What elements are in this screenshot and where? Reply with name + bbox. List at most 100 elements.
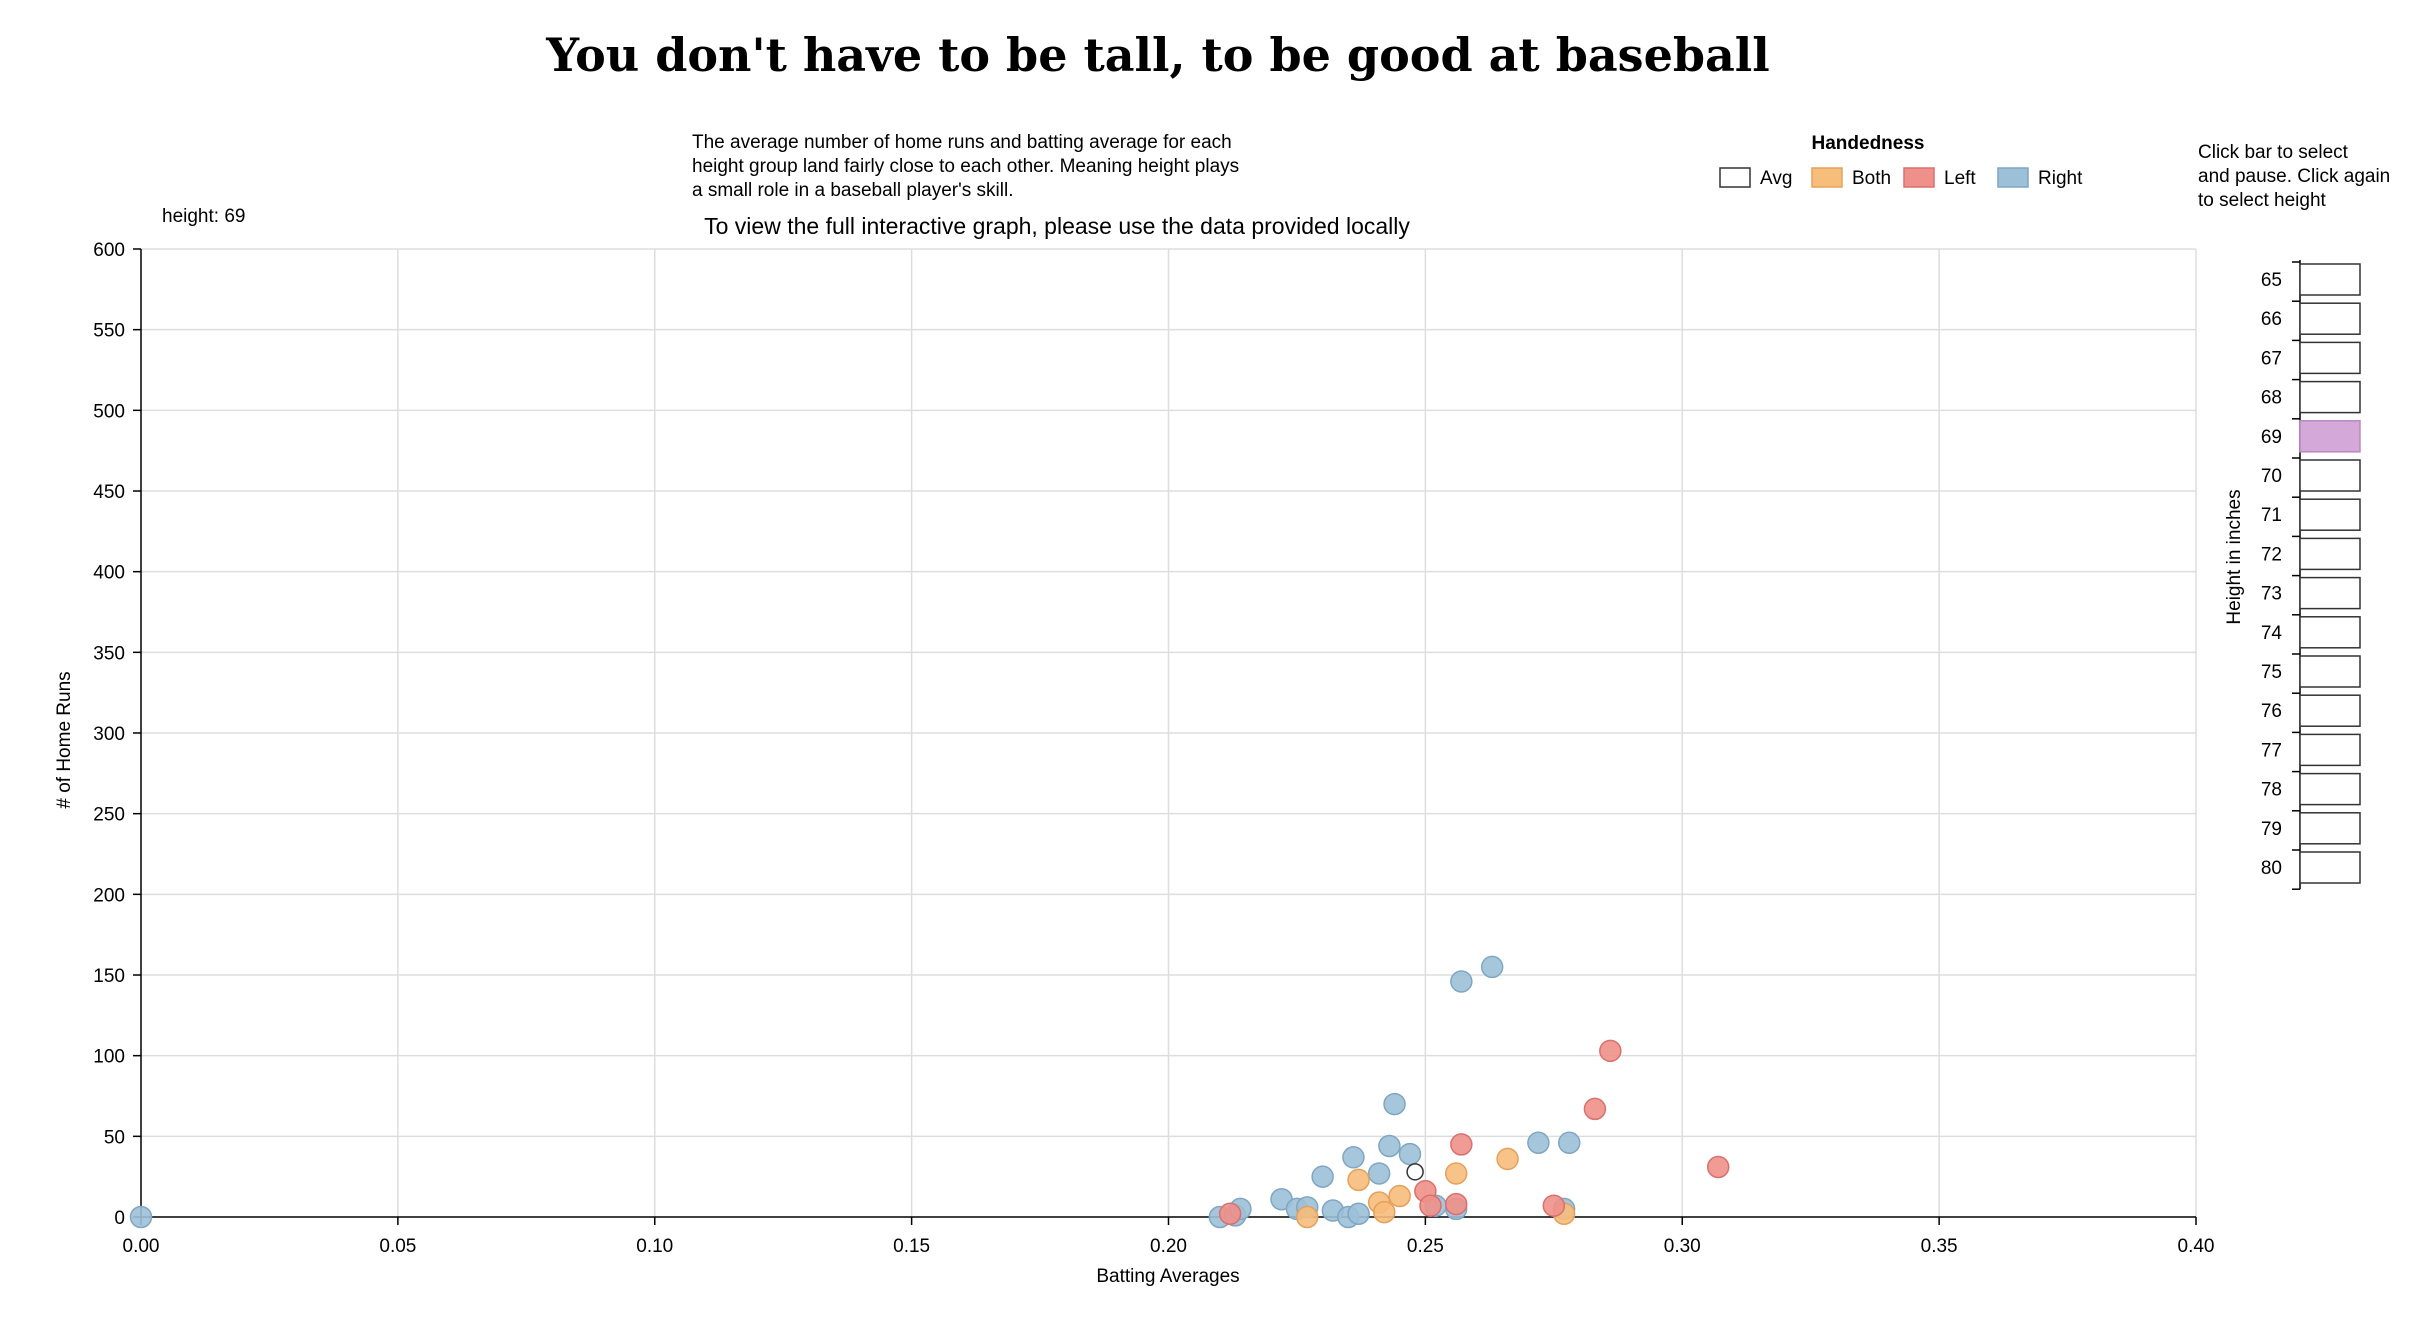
- point-both: [1347, 1168, 1370, 1192]
- height-bar-68[interactable]: [2299, 380, 2361, 414]
- y-tick-label: 400: [93, 563, 125, 584]
- point-right: [1367, 1162, 1391, 1185]
- height-label-74: 74: [2261, 623, 2283, 644]
- instructions-line-2: and pause. Click again: [2198, 166, 2390, 187]
- chart-description: The average number of home runs and batt…: [692, 132, 1239, 201]
- legend-swatch-avg: [1719, 167, 1751, 188]
- point-left: [1444, 1192, 1468, 1216]
- point-left: [1450, 1133, 1473, 1156]
- legend-label-avg: Avg: [1760, 168, 1792, 189]
- description-line-1: The average number of home runs and batt…: [692, 132, 1232, 153]
- y-axis: 0 50 100 150 200 250 300 350 400 450 500 550 600: [93, 240, 142, 1229]
- y-tick-label: 200: [93, 885, 125, 906]
- height-bar-65[interactable]: [2299, 263, 2361, 296]
- x-tick-label: 0.15: [893, 1236, 930, 1257]
- point-both: [1444, 1162, 1468, 1185]
- point-right: [129, 1205, 153, 1229]
- y-tick-label: 450: [93, 482, 125, 503]
- height-label-73: 73: [2261, 584, 2282, 605]
- point-right: [1480, 955, 1504, 979]
- legend-label-left: Left: [1944, 168, 1976, 189]
- height-bar-70[interactable]: [2299, 459, 2361, 492]
- y-tick-label: 300: [93, 724, 125, 745]
- x-axis: 0.00 0.05 0.10 0.15 0.20 0.25 0.30 0.35 0.40: [123, 1216, 2215, 1257]
- height-bar-78[interactable]: [2299, 772, 2361, 806]
- height-bar-76[interactable]: [2299, 694, 2361, 727]
- point-left: [1542, 1194, 1566, 1217]
- chart-title: You don't have to be tall, to be good at…: [546, 28, 1770, 82]
- height-bar-69[interactable]: [2299, 420, 2361, 453]
- height-label-70: 70: [2261, 466, 2282, 487]
- point-both: [1295, 1205, 1319, 1229]
- height-bar-74[interactable]: [2299, 616, 2361, 649]
- x-tick-label: 0.35: [1921, 1236, 1958, 1257]
- local-data-notice: To view the full interactive graph, plea…: [704, 213, 1410, 239]
- x-tick-label: 0.25: [1407, 1236, 1444, 1257]
- point-right: [1450, 970, 1473, 993]
- x-tick-label: 0.00: [123, 1236, 160, 1257]
- height-label-75: 75: [2261, 662, 2282, 683]
- description-line-3: a small role in a baseball player's skil…: [692, 180, 1014, 201]
- height-label-68: 68: [2261, 388, 2282, 409]
- x-tick-label: 0.20: [1150, 1236, 1187, 1257]
- y-tick-label: 500: [93, 401, 125, 422]
- height-bar-67[interactable]: [2299, 341, 2361, 375]
- height-bar-77[interactable]: [2299, 733, 2361, 767]
- height-label-79: 79: [2261, 819, 2282, 840]
- x-tick-label: 0.40: [2178, 1236, 2215, 1257]
- point-left: [1419, 1194, 1442, 1217]
- height-readout: height: 69: [162, 206, 245, 227]
- x-tick-label: 0.10: [636, 1236, 673, 1257]
- point-left: [1218, 1202, 1242, 1226]
- gridlines: [141, 248, 2197, 1217]
- scatter-points: [129, 955, 1730, 1229]
- height-label-66: 66: [2261, 309, 2282, 330]
- legend-swatch-both: [1811, 167, 1843, 188]
- height-bar-73[interactable]: [2299, 576, 2361, 610]
- point-right: [1383, 1092, 1406, 1116]
- legend-label-both: Both: [1852, 168, 1891, 189]
- x-tick-label: 0.30: [1664, 1236, 1701, 1257]
- height-bar-79[interactable]: [2299, 812, 2361, 845]
- height-bar-72[interactable]: [2299, 537, 2361, 571]
- legend-label-right: Right: [2038, 168, 2083, 189]
- point-left: [1599, 1039, 1622, 1063]
- point-left: [1583, 1097, 1607, 1121]
- height-label-72: 72: [2261, 544, 2282, 565]
- height-label-65: 65: [2261, 270, 2282, 291]
- y-tick-label: 50: [104, 1127, 125, 1148]
- point-right: [1557, 1131, 1581, 1155]
- y-tick-label: 100: [93, 1047, 125, 1068]
- point-left: [1706, 1155, 1730, 1179]
- height-bar-75[interactable]: [2299, 655, 2361, 688]
- y-tick-label: 350: [93, 643, 125, 664]
- height-label-67: 67: [2261, 348, 2282, 369]
- point-right: [1342, 1146, 1365, 1169]
- instructions-line-3: to select height: [2198, 190, 2327, 211]
- height-label-69: 69: [2261, 427, 2282, 448]
- description-line-2: height group land fairly close to each o…: [692, 156, 1239, 177]
- height-selector: 65 66 67 68 69 70 71 72 73 74 75 76 77 78 79 80: [2261, 260, 2361, 890]
- point-both: [1388, 1184, 1411, 1208]
- y-tick-label: 550: [93, 321, 125, 342]
- point-right: [1398, 1142, 1422, 1166]
- point-right: [1311, 1165, 1334, 1188]
- y-tick-label: 600: [93, 240, 125, 261]
- height-bar-80[interactable]: [2299, 851, 2361, 884]
- height-bar-66[interactable]: [2299, 302, 2361, 335]
- point-both: [1496, 1147, 1519, 1171]
- legend-title: Handedness: [1812, 133, 1925, 154]
- y-axis-label: # of Home Runs: [54, 671, 75, 808]
- point-avg: [1406, 1163, 1424, 1181]
- height-axis-label: Height in inches: [2224, 489, 2245, 624]
- height-label-71: 71: [2261, 505, 2282, 526]
- legend-swatch-right: [1997, 167, 2029, 188]
- y-tick-label: 0: [114, 1208, 125, 1229]
- height-label-80: 80: [2261, 858, 2282, 879]
- legend-swatch-left: [1903, 167, 1935, 188]
- height-label-76: 76: [2261, 701, 2282, 722]
- point-right: [1378, 1134, 1401, 1158]
- height-bar-71[interactable]: [2299, 498, 2361, 531]
- x-tick-label: 0.05: [379, 1236, 416, 1257]
